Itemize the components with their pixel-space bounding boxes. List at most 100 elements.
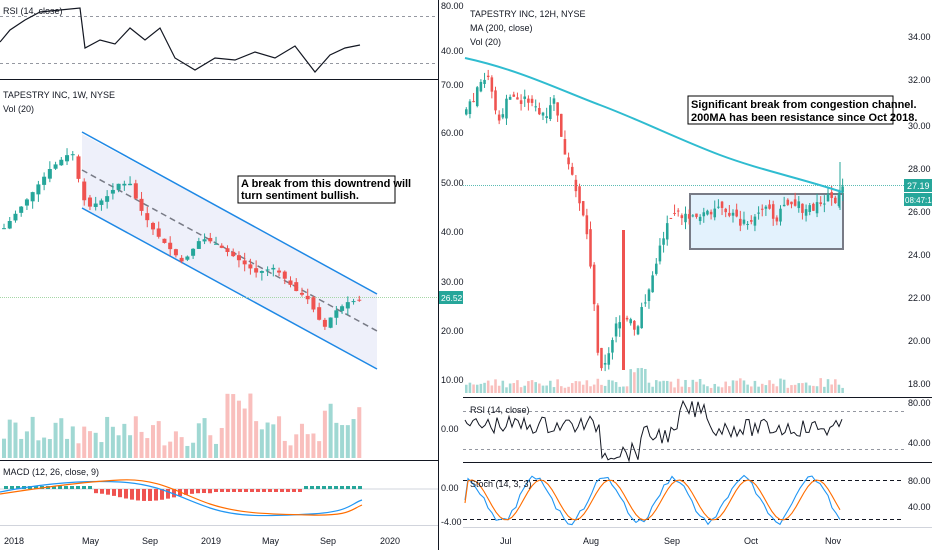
left-macd-hist [142,489,146,501]
right-candle-body [519,100,523,104]
left-volume-bar [340,425,345,458]
right-price-tick: 18.00 [908,379,931,389]
right-volume-bar [797,383,801,393]
left-macd-hist [286,489,290,492]
left-macd-hist [64,486,68,489]
right-volume-bar [483,382,486,393]
right-annotation-line1: Significant break from congestion channe… [691,99,917,111]
right-candle-body [483,79,486,84]
right-candle-body [695,213,698,217]
left-price-title: TAPESTRY INC, 1W, NYSE [3,90,115,100]
right-volume-bar [764,385,768,393]
right-candle-body [633,320,636,330]
right-candle-body [501,114,505,118]
left-candle-body [277,270,282,273]
left-candle-body [122,183,127,186]
right-annotation-line2: 200MA has been resistance since Oct 2018… [691,112,917,124]
right-candle-body [717,206,720,208]
right-candle-body [560,113,563,137]
left-channel-midline [81,169,378,332]
right-volume-bar [709,387,713,393]
right-volume-bar [519,387,523,393]
right-volume-bar [574,381,578,393]
right-volume-bar [505,387,508,393]
right-volume-bar [486,380,490,393]
right-candle-body [768,204,771,209]
left-volume-bar [288,445,293,458]
left-macd-hist [88,486,92,489]
right-candle-body [841,186,844,193]
left-macd-hist [118,489,122,498]
right-candle-body [556,102,559,116]
left-candle-body [59,159,64,166]
right-x-label: Jul [500,536,512,546]
right-volume-bar [600,384,603,393]
left-candle-body [265,269,270,271]
right-volume-bar [782,379,786,393]
left-volume-bar [225,393,230,458]
right-stoch-label: Stoch (14, 3, 3) [470,479,532,489]
right-volume-bar [549,380,552,393]
right-candle-body [651,275,654,293]
right-volume-bar [625,386,629,393]
right-countdown-bg [904,193,932,206]
left-volume-bar [145,438,150,458]
right-volume-bar [655,380,658,393]
right-volume-bar [841,387,844,393]
right-stoch-tick-40: 40.00 [908,502,931,512]
left-volume-bar [282,440,287,458]
left-volume-bar [59,418,64,458]
right-stoch-k [464,474,841,526]
right-candle-body [475,87,479,107]
left-x-label: Sep [320,536,336,546]
right-volume-bar [607,379,611,393]
right-volume-bar [691,379,695,393]
right-volume-bar [687,387,691,393]
right-volume-bar [753,380,757,393]
left-macd-hist [238,489,242,492]
left-candle-body [42,176,47,185]
right-volume-bar [823,386,826,393]
right-volume-bar [651,386,654,393]
right-volume-bar [494,379,497,393]
left-volume-bar [219,427,224,458]
left-x-label: 2020 [380,536,400,546]
left-volume-bar [82,426,87,458]
right-last-price-bg [904,179,932,192]
left-last-price-tag [439,291,463,304]
left-price-tick: 0.00 [441,424,459,434]
left-macd-hist [214,489,218,492]
right-vol-label: Vol (20) [470,37,501,47]
left-macd-hist [4,486,8,489]
left-macd-hist [310,486,314,489]
right-candle-body [479,81,483,92]
right-candle-body [625,317,629,320]
right-candle-body [724,208,727,213]
left-volume-bar [36,440,41,458]
left-candle-body [202,239,207,242]
right-candle-body [581,201,585,216]
right-candle-body [538,108,541,115]
right-volume-bar [713,383,717,393]
left-candle-body [76,156,81,179]
right-candle-body [545,116,548,118]
left-candle-body [196,241,201,249]
right-volume-bar [742,380,746,393]
left-macd-hist [274,489,278,492]
right-candle-body [585,215,589,235]
left-candle-body [162,238,167,243]
left-macd-line [0,480,363,517]
right-candle-body [611,340,614,353]
right-candle-body [760,208,764,210]
right-volume-bar [684,379,687,393]
left-candle-body [322,319,327,327]
right-candle-body [739,218,742,226]
right-candle-body [731,212,735,216]
left-channel-fill [82,134,377,368]
right-volume-bar [830,384,833,393]
left-macd-hist [250,489,254,492]
right-x-label: Nov [825,536,842,546]
left-candle-body [357,299,362,301]
left-annotation-line1: A break from this downtrend will [241,178,411,190]
right-candle-body [812,203,815,211]
